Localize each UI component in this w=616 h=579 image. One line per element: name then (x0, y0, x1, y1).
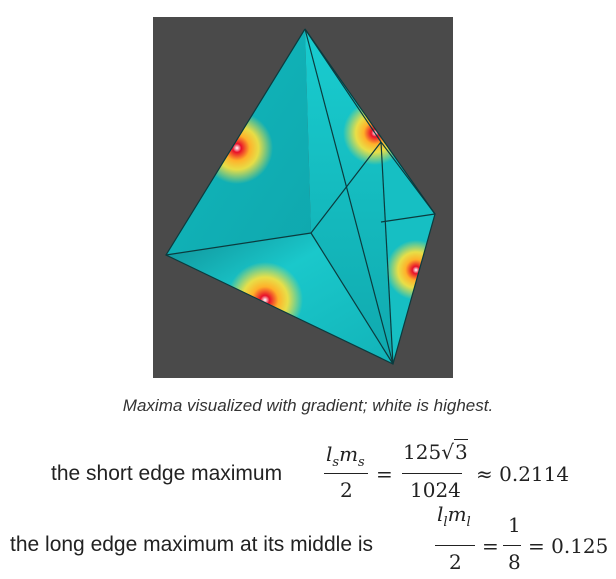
fraction-numerator: lsms (326, 442, 365, 470)
result-value: = 0.125 (528, 534, 609, 558)
tetrahedron-svg (165, 28, 436, 365)
rhs-denominator: 8 (508, 550, 521, 574)
tetrahedron-figure (153, 17, 453, 378)
fraction-denominator: 2 (340, 478, 353, 502)
rhs-fraction-bar (503, 545, 521, 547)
fraction-bar (324, 473, 368, 475)
maximum-spot-bottom (227, 262, 303, 338)
rhs-numerator: 1 (508, 513, 521, 537)
rhs-fraction-bar (402, 473, 462, 475)
fraction-numerator: llml (437, 502, 471, 530)
rhs-numerator: 125√3 (403, 439, 468, 464)
equation-label: the long edge maximum at its middle is (10, 533, 373, 556)
fraction-denominator: 2 (449, 550, 462, 574)
sqrt-argument: 3 (453, 439, 468, 464)
fraction-bar (435, 545, 475, 547)
approx-value: ≈ 0.2114 (476, 462, 570, 486)
tetrahedron-edges (165, 28, 436, 365)
equals-sign: = (482, 534, 499, 558)
maximum-spot-left (201, 112, 273, 184)
figure-caption: Maxima visualized with gradient; white i… (122, 396, 494, 415)
equation-label: the short edge maximum (51, 462, 283, 485)
equation-long-edge: the long edge maximum at its middle is l… (0, 502, 616, 574)
maximum-spot-right (386, 240, 435, 300)
equation-short-edge: the short edge maximum lsms 2 = 125√3 10… (0, 439, 616, 502)
rhs-denominator: 1024 (410, 478, 461, 502)
equals-sign: = (376, 462, 393, 486)
